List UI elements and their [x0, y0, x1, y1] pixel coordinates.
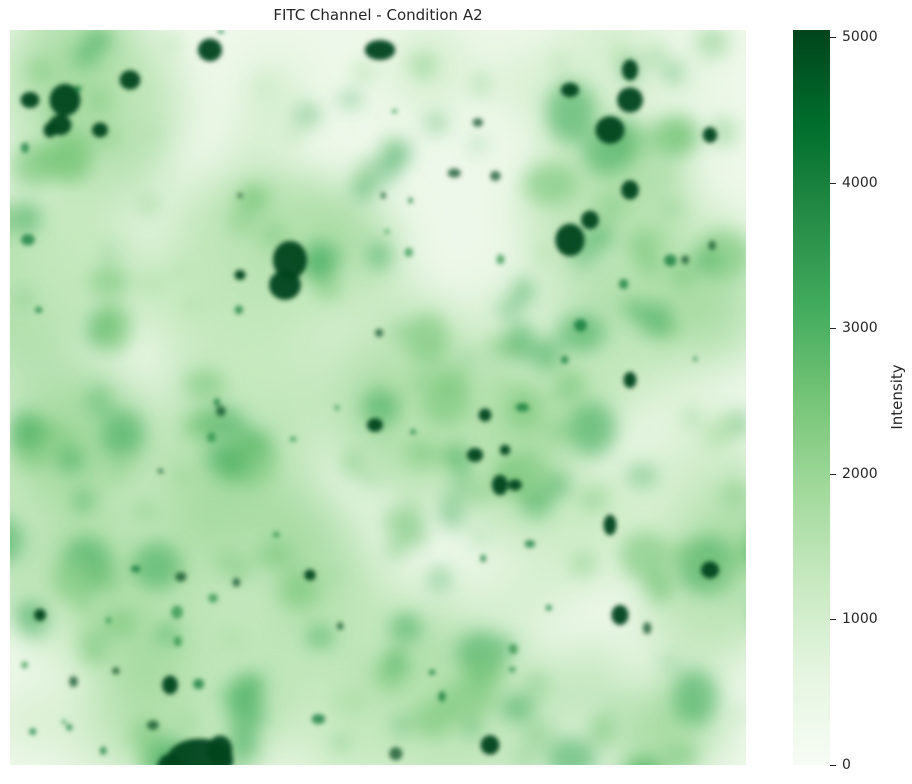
- colorbar-tick-mark: [830, 37, 836, 38]
- colorbar-tick-label: 0: [842, 757, 851, 773]
- colorbar: [793, 30, 830, 765]
- colorbar-tick-label: 1000: [842, 611, 878, 627]
- colorbar-tick-label: 5000: [842, 29, 878, 45]
- figure-title: FITC Channel - Condition A2: [273, 6, 483, 24]
- colorbar-tick-label: 2000: [842, 466, 878, 482]
- colorbar-tick-label: 4000: [842, 175, 878, 191]
- colorbar-tick-mark: [830, 183, 836, 184]
- colorbar-tick-mark: [830, 619, 836, 620]
- colorbar-label: Intensity: [888, 364, 906, 430]
- fluorescence-image: [10, 30, 746, 765]
- colorbar-tick-mark: [830, 328, 836, 329]
- colorbar-tick-mark: [830, 474, 836, 475]
- colorbar-tick-mark: [830, 765, 836, 766]
- colorbar-tick-label: 3000: [842, 320, 878, 336]
